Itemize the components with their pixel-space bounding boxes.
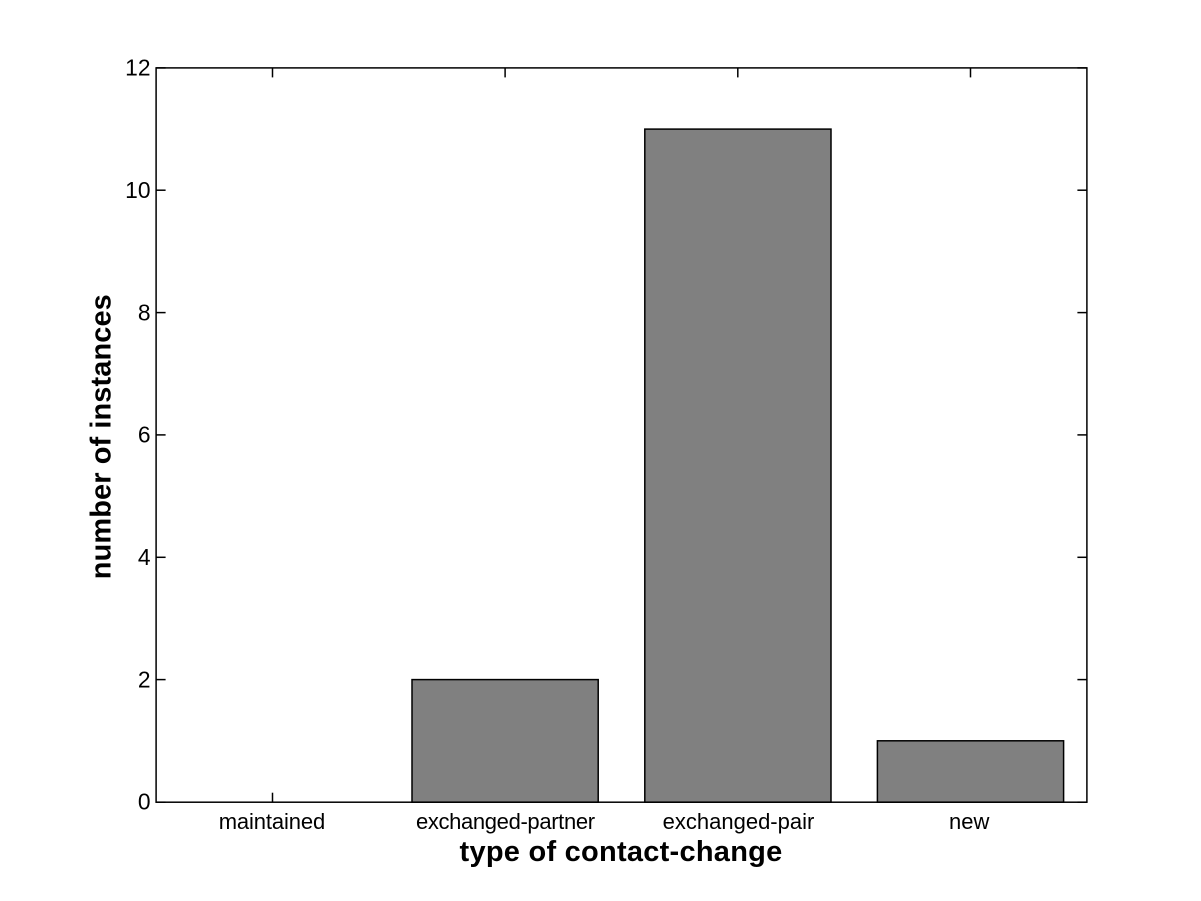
svg-text:exchanged-pair: exchanged-pair xyxy=(663,809,815,834)
svg-text:4: 4 xyxy=(138,544,151,570)
svg-text:number of instances: number of instances xyxy=(86,294,118,579)
svg-text:10: 10 xyxy=(125,177,150,203)
svg-text:8: 8 xyxy=(138,299,151,325)
svg-text:0: 0 xyxy=(138,789,151,815)
svg-text:type of contact-change: type of contact-change xyxy=(460,836,783,868)
svg-text:maintained: maintained xyxy=(219,809,326,834)
svg-text:6: 6 xyxy=(138,422,151,448)
svg-text:exchanged-partner: exchanged-partner xyxy=(416,809,595,834)
svg-text:2: 2 xyxy=(138,666,151,692)
svg-text:12: 12 xyxy=(125,55,150,81)
svg-text:new: new xyxy=(949,809,989,834)
